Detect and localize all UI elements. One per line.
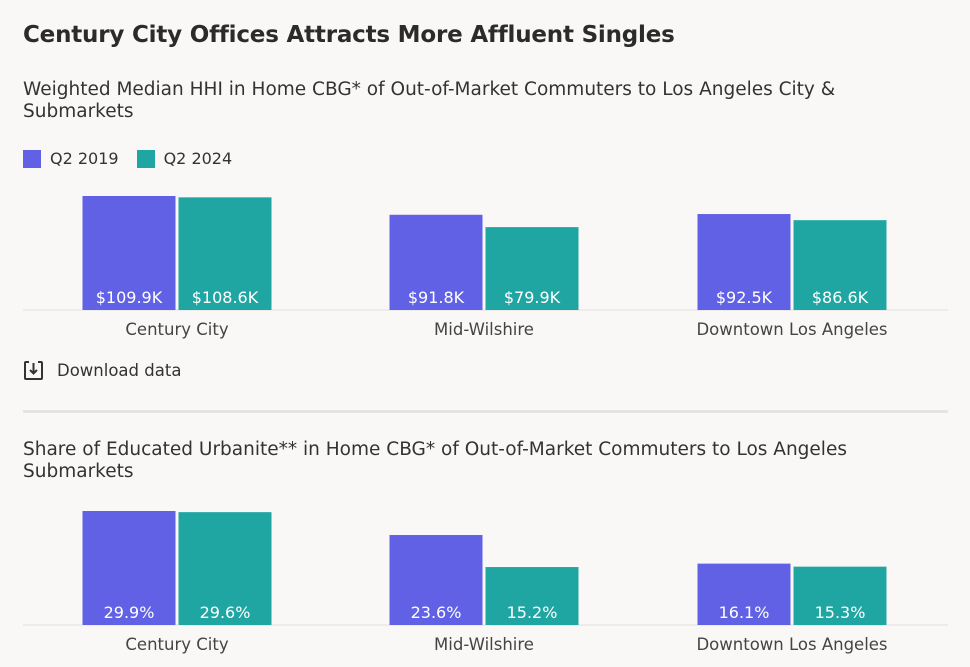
chart-2-educated-urbanite: 29.9% 29.6% Century City 23.6% 15.2% Mid-Wils… bbox=[23, 511, 948, 654]
bar-value-label: $108.6K bbox=[192, 288, 259, 307]
legend: Q2 2019 Q2 2024 bbox=[23, 149, 250, 168]
bar-value-label: 15.3% bbox=[815, 603, 866, 622]
bar-q2-2024[interactable] bbox=[793, 220, 887, 310]
category-label: Mid-Wilshire bbox=[434, 635, 534, 654]
bar-value-label: 15.2% bbox=[507, 603, 558, 622]
category-label: Century City bbox=[125, 320, 228, 339]
bar-q2-2024[interactable] bbox=[485, 227, 579, 310]
bar-value-label: $92.5K bbox=[716, 288, 773, 307]
bar-q2-2019[interactable] bbox=[389, 214, 483, 310]
bar-q2-2019[interactable] bbox=[697, 563, 791, 625]
bar-value-label: 29.6% bbox=[200, 603, 251, 622]
legend-label-q2-2019: Q2 2019 bbox=[50, 149, 119, 168]
bar-q2-2019[interactable] bbox=[389, 535, 483, 625]
category-label: Downtown Los Angeles bbox=[696, 635, 887, 654]
chart-1-title: Weighted Median HHI in Home CBG* of Out-… bbox=[23, 79, 836, 122]
chart-2-title: Share of Educated Urbanite** in Home CBG… bbox=[23, 439, 847, 482]
download-icon bbox=[24, 361, 43, 380]
bar-value-label: $91.8K bbox=[408, 288, 465, 307]
download-data-label: Download data bbox=[57, 361, 182, 380]
bar-value-label: $86.6K bbox=[812, 288, 869, 307]
bar-q2-2024[interactable] bbox=[178, 197, 272, 310]
bar-value-label: 23.6% bbox=[411, 603, 462, 622]
bar-q2-2024[interactable] bbox=[485, 567, 579, 625]
legend-item-q2-2024[interactable]: Q2 2024 bbox=[136, 149, 233, 168]
legend-swatch-q2-2024 bbox=[136, 149, 155, 168]
bar-value-label: $79.9K bbox=[504, 288, 561, 307]
bar-q2-2019[interactable] bbox=[82, 511, 176, 625]
category-label: Century City bbox=[125, 635, 228, 654]
download-data-button[interactable]: Download data bbox=[23, 360, 181, 381]
chart-1-hhi: $109.9K $108.6K Century City $91.8K $79.9K Mi… bbox=[23, 196, 948, 339]
category-label: Downtown Los Angeles bbox=[696, 320, 887, 339]
bar-value-label: $109.9K bbox=[96, 288, 163, 307]
category-label: Mid-Wilshire bbox=[434, 320, 534, 339]
bar-q2-2024[interactable] bbox=[793, 566, 887, 625]
legend-label-q2-2024: Q2 2024 bbox=[163, 149, 233, 168]
legend-item-q2-2019[interactable]: Q2 2019 bbox=[23, 149, 119, 168]
section-divider bbox=[23, 410, 948, 413]
page-title: Century City Offices Attracts More Afflu… bbox=[23, 22, 675, 48]
bar-q2-2024[interactable] bbox=[178, 512, 272, 625]
legend-swatch-q2-2019 bbox=[23, 149, 41, 168]
bar-value-label: 16.1% bbox=[719, 603, 770, 622]
bar-value-label: 29.9% bbox=[104, 603, 155, 622]
bar-q2-2019[interactable] bbox=[82, 196, 176, 310]
bar-q2-2019[interactable] bbox=[697, 214, 791, 310]
